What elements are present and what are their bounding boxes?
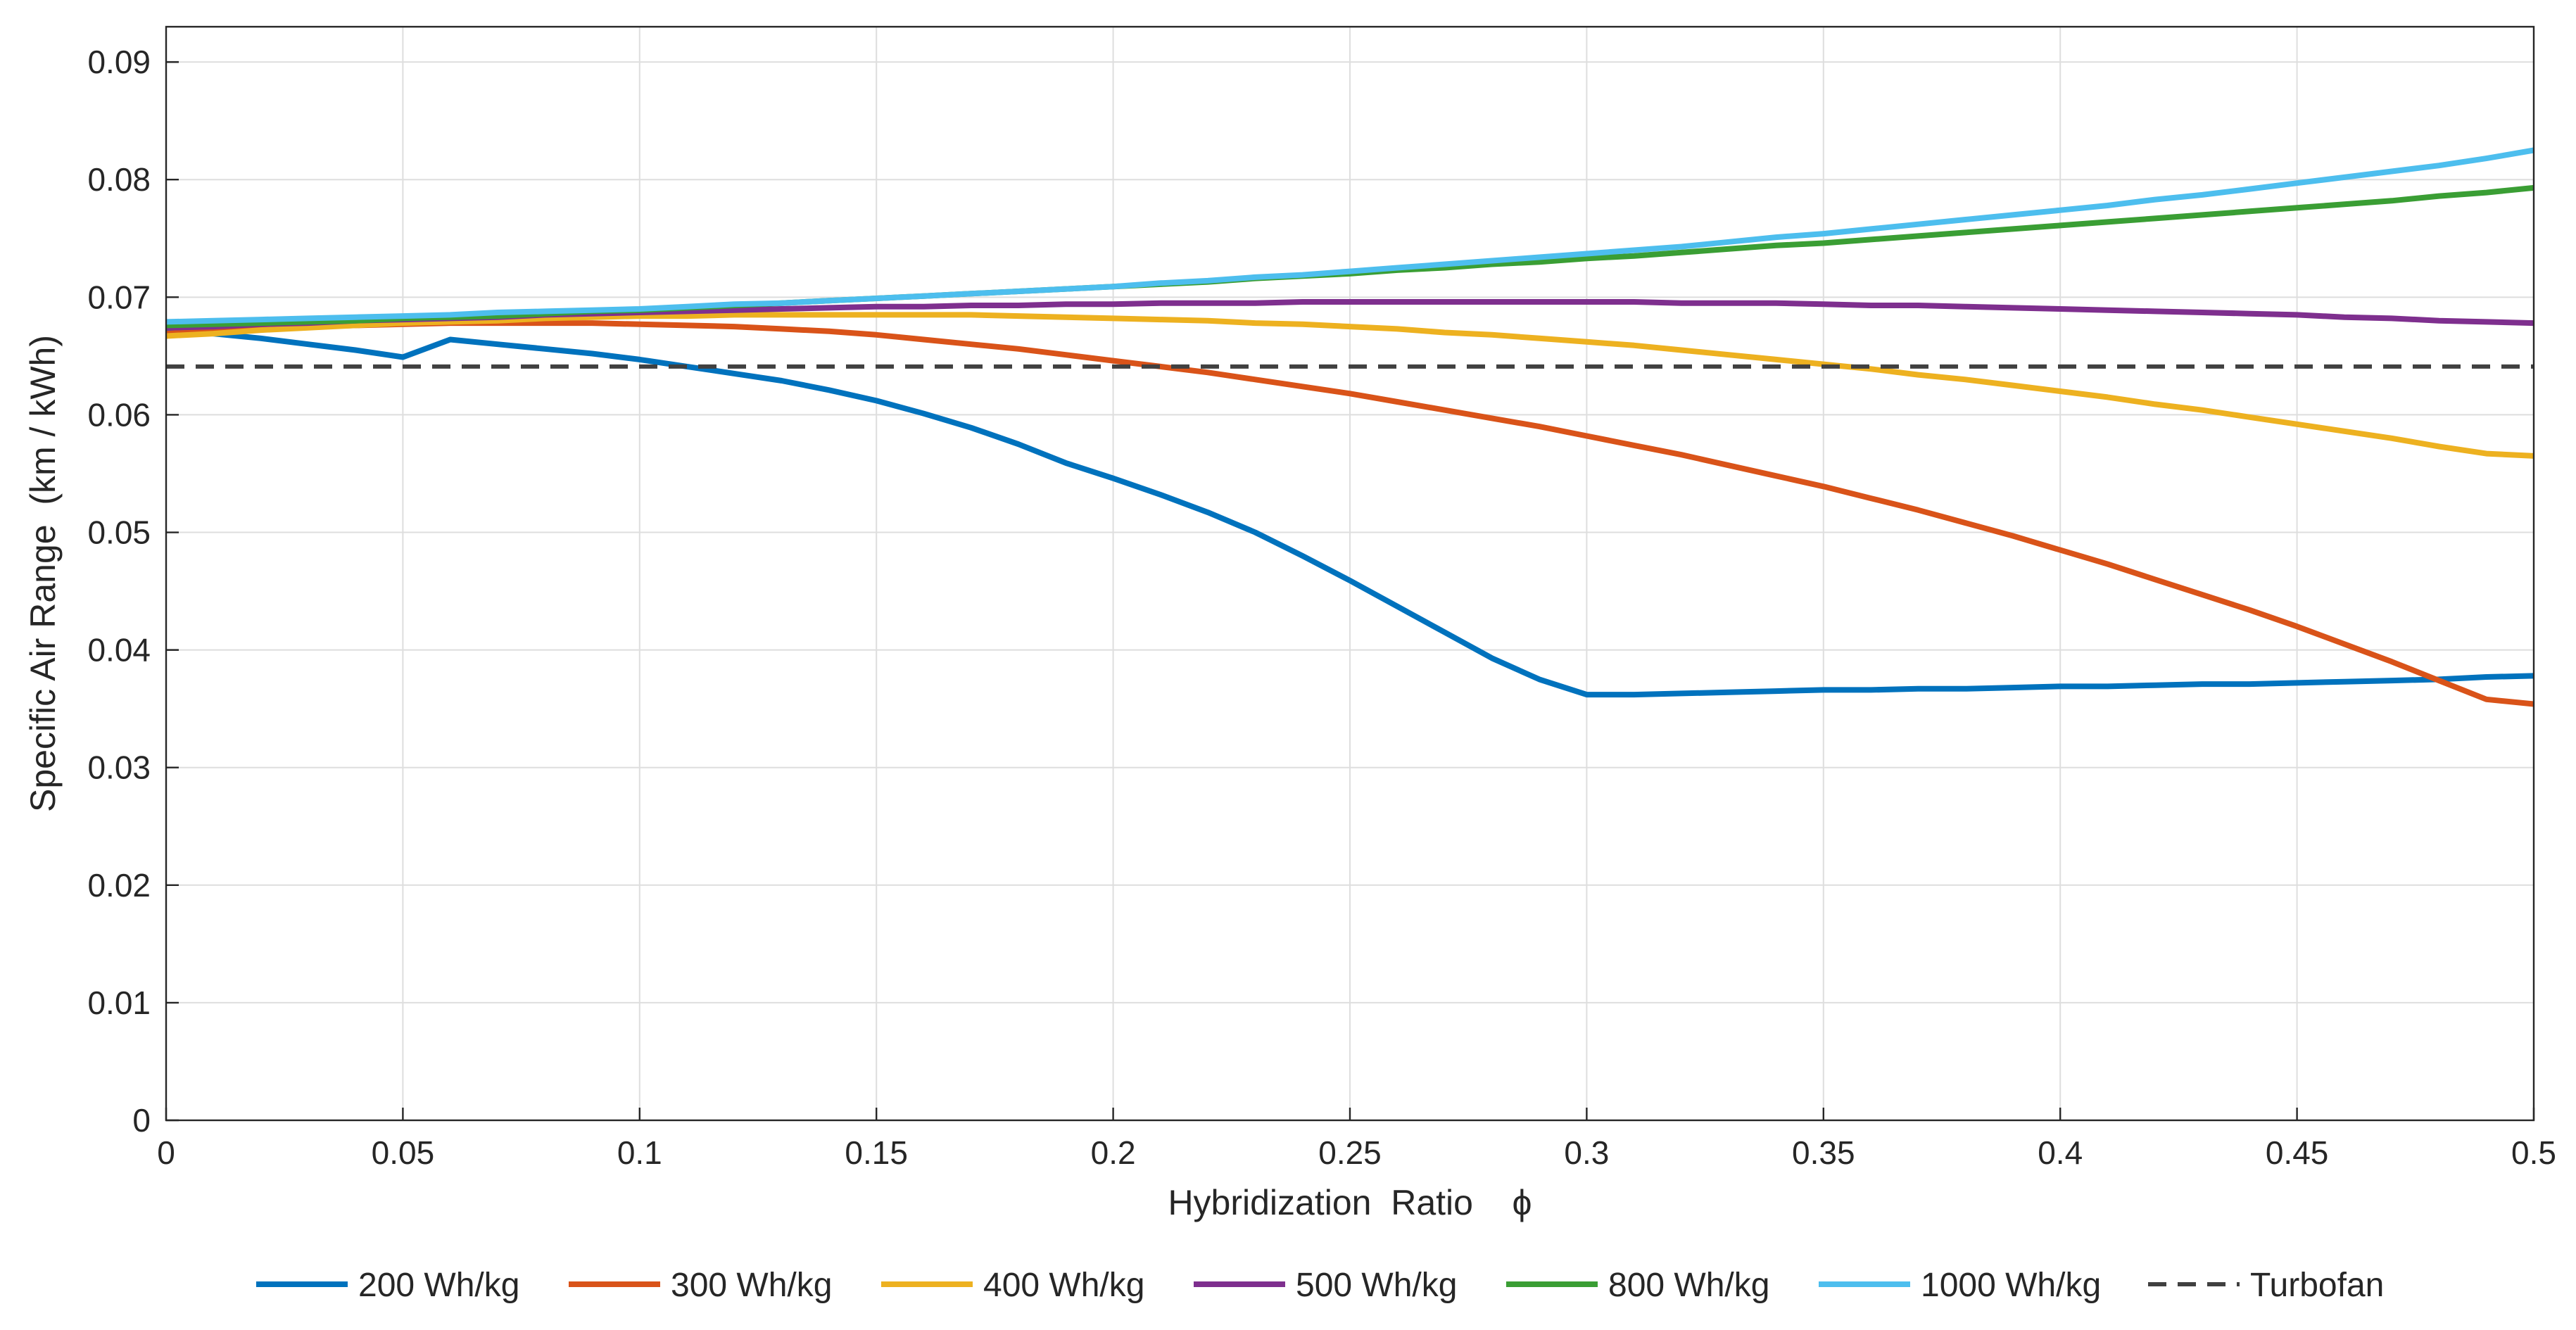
series-line-5 — [165, 147, 2534, 325]
x-tick-label: 0.45 — [2266, 1134, 2329, 1171]
legend-label-6: Turbofan — [2250, 1267, 2384, 1304]
x-tick-label: 0.3 — [1564, 1134, 1609, 1171]
x-tick-label: 0.15 — [845, 1134, 908, 1171]
legend-label-5: 1000 Wh/kg — [1921, 1267, 2101, 1304]
x-axis-ticks: 0 0.05 0.1 0.15 0.2 0.25 0.3 0.35 0.4 0.45 0.5 — [157, 1108, 2556, 1171]
legend-label-4: 800 Wh/kg — [1608, 1267, 1769, 1304]
y-tick-label: 0.06 — [87, 396, 151, 433]
y-tick-label: 0.01 — [87, 984, 151, 1021]
y-tick-label: 0.04 — [87, 632, 151, 669]
y-axis-label: Specific Air Range (km / kWh) — [23, 335, 63, 812]
x-tick-label: 0.05 — [372, 1134, 435, 1171]
y-tick-label: 0.09 — [87, 44, 151, 80]
y-tick-label: 0.05 — [87, 514, 151, 551]
series-line-0 — [165, 327, 2534, 698]
x-tick-label: 0 — [157, 1134, 175, 1171]
x-axis-label: Hybridization Ratio ϕ — [1168, 1183, 1532, 1222]
x-tick-label: 0.35 — [1792, 1134, 1855, 1171]
x-tick-label: 0.5 — [2511, 1134, 2556, 1171]
legend: 200 Wh/kg 300 Wh/kg 400 Wh/kg 500 Wh/kg 800 … — [256, 1267, 2384, 1304]
series-line-1 — [165, 320, 2534, 707]
y-axis-ticks: 0 0.01 0.02 0.03 0.04 0.05 0.06 0.07 0.08 0.09 — [87, 44, 179, 1139]
legend-label-0: 200 Wh/kg — [358, 1267, 519, 1304]
series-line-2 — [165, 312, 2534, 459]
x-tick-label: 0.1 — [617, 1134, 662, 1171]
y-tick-label: 0.03 — [87, 749, 151, 786]
series-lines — [165, 147, 2534, 707]
legend-label-3: 500 Wh/kg — [1296, 1267, 1457, 1304]
x-tick-label: 0.25 — [1318, 1134, 1382, 1171]
legend-label-2: 400 Wh/kg — [983, 1267, 1144, 1304]
y-tick-label: 0.08 — [87, 161, 151, 198]
x-tick-label: 0.4 — [2038, 1134, 2083, 1171]
y-tick-label: 0 — [132, 1102, 151, 1139]
legend-label-1: 300 Wh/kg — [671, 1267, 832, 1304]
y-tick-label: 0.07 — [87, 279, 151, 315]
y-tick-label: 0.02 — [87, 867, 151, 904]
x-tick-label: 0.2 — [1091, 1134, 1136, 1171]
